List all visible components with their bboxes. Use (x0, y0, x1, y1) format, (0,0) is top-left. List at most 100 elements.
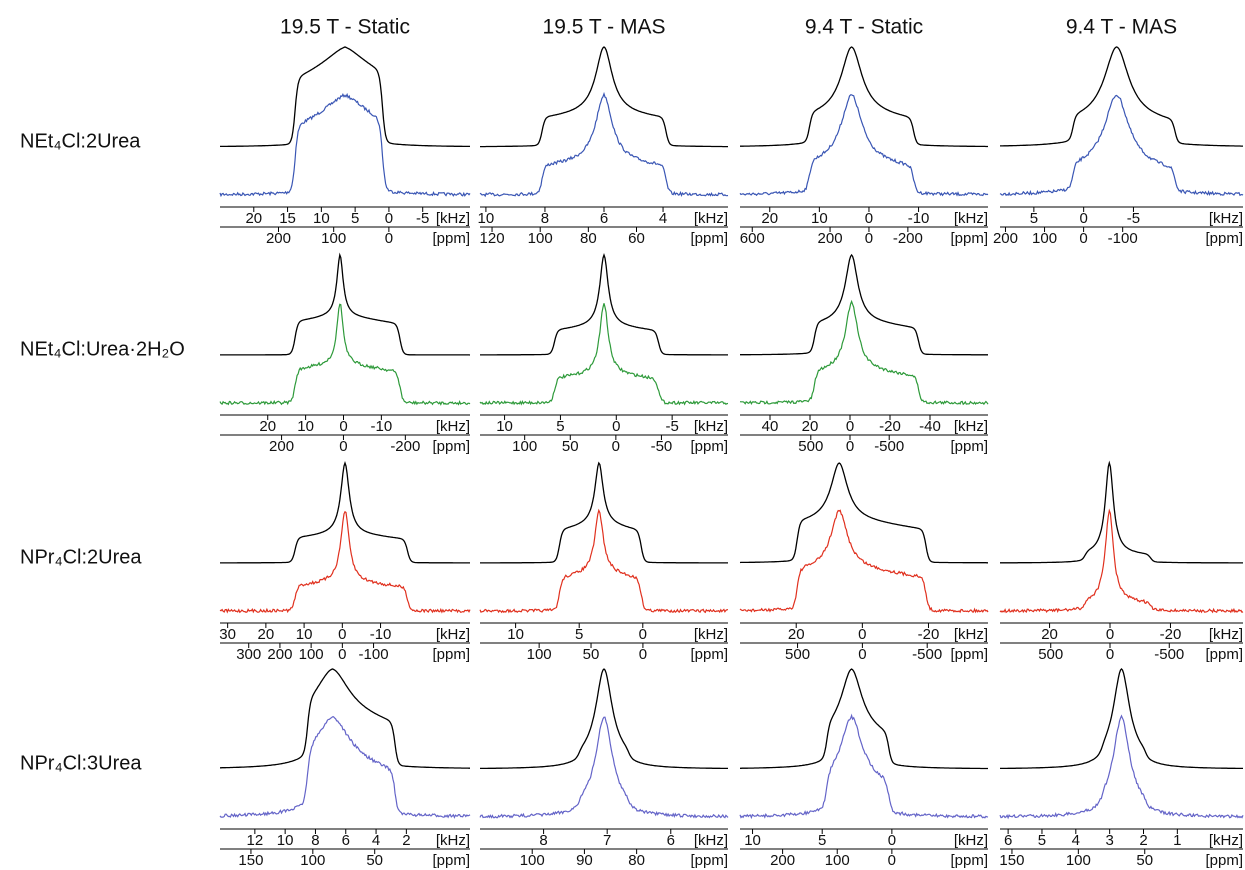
tick-label: -100 (1108, 230, 1138, 247)
tick-label: -500 (874, 438, 904, 455)
spectrum-calculated (1000, 668, 1243, 770)
tick-label: -40 (919, 418, 941, 435)
spectrum-calculated (480, 252, 728, 356)
tick-label: 600 (740, 230, 765, 247)
tick-label: 6 (600, 210, 608, 227)
tick-label: 10 (811, 210, 828, 227)
tick-label: 2 (402, 832, 410, 849)
tick-label: 10 (507, 626, 524, 643)
tick-label: 120 (480, 230, 505, 247)
spectrum-experimental (219, 92, 471, 198)
tick-label: 0 (1079, 210, 1087, 227)
unit-label: [kHz] (694, 626, 728, 643)
tick-label: 10 (313, 210, 330, 227)
tick-label: 100 (299, 646, 324, 663)
tick-label: 100 (321, 230, 346, 247)
tick-label: 50 (583, 646, 600, 663)
tick-label: 50 (366, 852, 383, 869)
tick-label: -200 (893, 230, 923, 247)
unit-label: [kHz] (954, 418, 988, 435)
unit-label: [ppm] (432, 230, 470, 247)
spectrum-experimental (739, 713, 989, 820)
tick-label: -10 (370, 626, 392, 643)
tick-label: 20 (788, 626, 805, 643)
tick-label: 20 (802, 418, 819, 435)
tick-label: 2 (1139, 832, 1147, 849)
unit-label: [ppm] (950, 852, 988, 869)
spectrum-calculated (220, 46, 470, 148)
tick-label: 8 (539, 832, 547, 849)
tick-label: 20 (245, 210, 262, 227)
row-label: NPr₄Cl:3Urea (20, 752, 142, 774)
spectrum-experimental (999, 714, 1244, 820)
tick-label: 100 (512, 438, 537, 455)
tick-label: 0 (858, 646, 866, 663)
column-title: 9.4 T - MAS (1066, 16, 1177, 39)
tick-label: 300 (236, 646, 261, 663)
tick-label: 5 (351, 210, 359, 227)
unit-label: [ppm] (432, 646, 470, 663)
tick-label: 10 (496, 418, 513, 435)
tick-label: 200 (269, 438, 294, 455)
tick-label: 6 (342, 832, 350, 849)
unit-label: [kHz] (436, 832, 470, 849)
tick-label: -200 (390, 438, 420, 455)
unit-label: [kHz] (1209, 210, 1243, 227)
unit-label: [kHz] (436, 418, 470, 435)
spectrum-calculated (480, 461, 728, 564)
spectrum-calculated (1000, 46, 1243, 147)
column-title: 19.5 T - Static (280, 16, 410, 39)
tick-label: 100 (1066, 852, 1091, 869)
tick-label: 200 (818, 230, 843, 247)
tick-label: 0 (385, 210, 393, 227)
tick-label: -5 (1127, 210, 1140, 227)
tick-label: 200 (770, 852, 795, 869)
unit-label: [kHz] (694, 832, 728, 849)
tick-label: 10 (277, 832, 294, 849)
spectrum-experimental (479, 716, 729, 819)
column-title: 19.5 T - MAS (543, 16, 666, 39)
tick-label: 80 (628, 852, 645, 869)
tick-label: -500 (1154, 646, 1184, 663)
tick-label: 60 (628, 230, 645, 247)
tick-label: 5 (556, 418, 564, 435)
tick-label: 200 (267, 646, 292, 663)
unit-label: [ppm] (690, 852, 728, 869)
tick-label: 10 (297, 418, 314, 435)
unit-label: [ppm] (690, 438, 728, 455)
spectrum-calculated (1000, 460, 1243, 564)
tick-label: 20 (1041, 626, 1058, 643)
spectrum-experimental (479, 91, 729, 198)
unit-label: [kHz] (954, 210, 988, 227)
tick-label: 100 (300, 852, 325, 869)
tick-label: -5 (665, 418, 678, 435)
tick-label: 4 (1072, 832, 1080, 849)
unit-label: [ppm] (1205, 852, 1243, 869)
spectrum-experimental (739, 509, 989, 614)
tick-label: 20 (761, 210, 778, 227)
tick-label: 10 (296, 626, 313, 643)
tick-label: 0 (639, 626, 647, 643)
tick-label: 0 (339, 438, 347, 455)
tick-label: -5 (416, 210, 429, 227)
tick-label: 6 (667, 832, 675, 849)
unit-label: [kHz] (436, 626, 470, 643)
row-label: NEt₄Cl:Urea·2H₂O (20, 338, 185, 360)
tick-label: 100 (527, 646, 552, 663)
tick-label: 20 (258, 626, 275, 643)
tick-label: 7 (603, 832, 611, 849)
spectrum-experimental (479, 508, 728, 614)
tick-label: 500 (1038, 646, 1063, 663)
tick-label: 15 (279, 210, 296, 227)
spectrum-calculated (740, 46, 988, 148)
tick-label: 200 (993, 230, 1018, 247)
tick-label: -500 (912, 646, 942, 663)
spectrum-calculated (220, 460, 470, 564)
unit-label: [ppm] (690, 230, 728, 247)
tick-label: 20 (259, 418, 276, 435)
unit-label: [ppm] (1205, 646, 1243, 663)
tick-label: 8 (541, 210, 549, 227)
tick-label: 5 (575, 626, 583, 643)
tick-label: 0 (339, 418, 347, 435)
spectrum-calculated (739, 462, 988, 564)
